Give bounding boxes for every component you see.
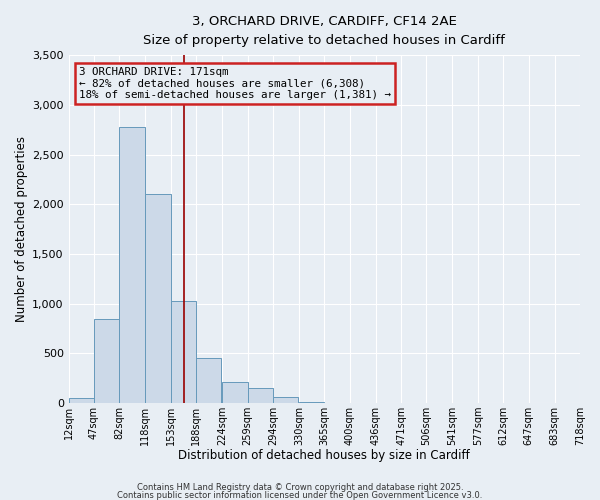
Bar [248, 388, 273, 403]
Text: Contains public sector information licensed under the Open Government Licence v3: Contains public sector information licen… [118, 490, 482, 500]
Y-axis label: Number of detached properties: Number of detached properties [15, 136, 28, 322]
Bar [196, 358, 221, 403]
Title: 3, ORCHARD DRIVE, CARDIFF, CF14 2AE
Size of property relative to detached houses: 3, ORCHARD DRIVE, CARDIFF, CF14 2AE Size… [143, 15, 505, 47]
Bar [94, 318, 119, 403]
Bar [68, 398, 94, 403]
Text: Contains HM Land Registry data © Crown copyright and database right 2025.: Contains HM Land Registry data © Crown c… [137, 483, 463, 492]
Text: 3 ORCHARD DRIVE: 171sqm
← 82% of detached houses are smaller (6,308)
18% of semi: 3 ORCHARD DRIVE: 171sqm ← 82% of detache… [79, 68, 391, 100]
Bar [119, 127, 145, 403]
X-axis label: Distribution of detached houses by size in Cardiff: Distribution of detached houses by size … [178, 450, 470, 462]
Bar [145, 194, 171, 403]
Bar [273, 397, 298, 403]
Bar [222, 382, 248, 403]
Bar [171, 300, 196, 403]
Bar [299, 402, 325, 403]
